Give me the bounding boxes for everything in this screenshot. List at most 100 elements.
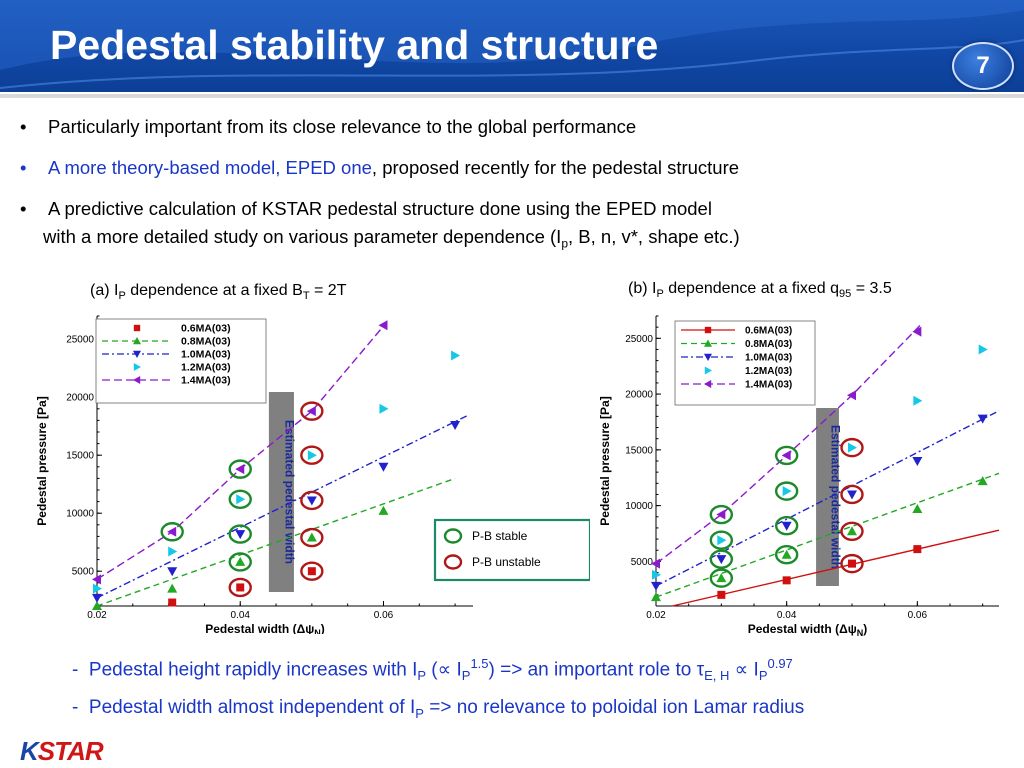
- observation-1: - Pedestal height rapidly increases with…: [72, 656, 793, 683]
- chart-a-data-point: [306, 406, 316, 417]
- chart-b-data-point: [782, 576, 791, 585]
- chart-a-data-point: [92, 574, 101, 585]
- chart-a-pb-unstable-circle: [300, 401, 324, 421]
- chart-b: Estimated pedestal width 0.02 0.04 0.06 5000…: [598, 315, 1000, 638]
- bullet-3-line-2: with a more detailed study on various pa…: [43, 226, 740, 251]
- chart-a-pb-stable-circle: [228, 552, 252, 572]
- chart-a-data-point: [306, 496, 317, 506]
- chart-b-data-point: [716, 509, 726, 520]
- chart-b-data-point: [651, 581, 661, 591]
- chart-b-data-point: [652, 569, 661, 580]
- obs-1-sub4: P: [758, 668, 768, 684]
- chart-b-y-tick-label: 5000: [631, 557, 654, 568]
- bullet-1-text: Particularly important from its close re…: [48, 116, 637, 137]
- chart-a-data-point: [450, 421, 461, 431]
- chart-a-data-point: [235, 556, 246, 566]
- chart-b-data-point: [848, 442, 857, 453]
- chart-a-pb-unstable-circle: [300, 561, 324, 581]
- chart-a-data-point: [168, 546, 178, 557]
- caption-b-pre: (b) I: [628, 280, 657, 297]
- chart-a-data-point: [378, 505, 389, 515]
- logo-k: K: [20, 736, 39, 766]
- obs-2-sub: P: [415, 705, 424, 721]
- chart-a-x-tick-label: 0.02: [87, 610, 107, 621]
- chart-b-legend-label: 0.6MA(03): [745, 326, 792, 337]
- chart-b-legend-label: 1.4MA(03): [745, 380, 792, 391]
- chart-b-data-point: [912, 457, 923, 466]
- pb-legend-stable-circle: [443, 528, 463, 544]
- obs-1-text-d: ∝ I: [729, 659, 759, 681]
- bullet-3-line-2-text: with a more detailed study on various pa…: [43, 226, 562, 247]
- chart-b-data-point: [717, 535, 727, 546]
- obs-1-sub3: E, H: [704, 668, 730, 684]
- chart-a-y-tick-label: 20000: [66, 393, 94, 404]
- chart-a-pb-unstable-circle: [300, 527, 324, 548]
- chart-b-data-point: [913, 395, 923, 406]
- chart-b-legend-label: 1.0MA(03): [745, 353, 792, 364]
- chart-a-y-tick-label: 15000: [66, 451, 94, 462]
- obs-1-text-b: (∝ I: [426, 659, 462, 681]
- chart-a-legend-marker: [133, 376, 141, 384]
- chart-b-pb-unstable-circle: [840, 553, 864, 574]
- chart-b-data-point: [847, 526, 857, 536]
- chart-a-legend-marker: [133, 363, 141, 371]
- chart-b-legend-marker: [704, 326, 712, 334]
- chart-b-estimated-width-box: [816, 408, 839, 586]
- chart-a-data-point: [93, 583, 102, 594]
- page-number-badge: 7: [952, 42, 1014, 90]
- chart-b-data-point: [717, 590, 726, 599]
- chart-b-data-point: [847, 490, 857, 500]
- chart-a-legend-marker: [133, 324, 141, 332]
- pb-legend-unstable-label: P-B unstable: [472, 555, 541, 569]
- chart-a-data-point: [167, 567, 178, 577]
- chart-b-data-point: [847, 390, 856, 401]
- chart-a-data-point: [378, 462, 389, 472]
- obs-1-sup2: 0.97: [767, 656, 793, 671]
- chart-b-pb-unstable-circle: [840, 484, 864, 505]
- chart-a-pb-stable-circle: [228, 524, 252, 544]
- bullet-2-text: , proposed recently for the pedestal str…: [371, 157, 740, 178]
- chart-a-data-point: [167, 526, 177, 537]
- chart-b-pb-stable-circle: [774, 544, 799, 565]
- chart-a-fit-line-10ma03: [96, 413, 470, 599]
- chart-b-y-tick-label: 20000: [625, 390, 653, 401]
- bullet-3-text: A predictive calculation of KSTAR pedest…: [48, 198, 712, 219]
- chart-b-pb-stable-circle: [709, 568, 734, 588]
- chart-b-fit-line-08ma03: [655, 472, 1000, 598]
- chart-b-data-point: [978, 344, 988, 355]
- chart-a-legend-label: 1.0MA(03): [181, 349, 231, 361]
- bullet-3: • A predictive calculation of KSTAR pedes…: [20, 198, 712, 220]
- chart-b-fit-line-10ma03: [655, 410, 1000, 587]
- chart-b-legend-box: [674, 320, 816, 406]
- caption-b-mid: dependence at a fixed q: [663, 280, 840, 297]
- caption-a-sub1: P: [118, 290, 126, 303]
- chart-a-legend-marker: [133, 337, 141, 345]
- chart-b-data-point: [913, 545, 922, 554]
- chart-a-data-point: [379, 403, 389, 414]
- chart-a-data-point: [167, 583, 178, 593]
- chart-a-pb-unstable-circle: [300, 490, 324, 511]
- chart-a-legend-label: 0.6MA(03): [181, 323, 231, 335]
- chart-a-x-tick-label: 0.06: [374, 610, 394, 621]
- chart-b-legend-marker: [704, 380, 712, 388]
- chart-a-pb-unstable-circle: [300, 445, 324, 465]
- bullet-3-line-2-end: , B, n, v*, shape etc.): [568, 226, 740, 247]
- chart-b-pb-unstable-circle: [840, 521, 864, 541]
- chart-b-data-point: [977, 414, 988, 424]
- chart-b-caption: (b) IP dependence at a fixed q95 = 3.5: [628, 280, 892, 300]
- chart-b-data-point: [716, 555, 727, 565]
- chart-a-y-tick-label: 10000: [66, 509, 94, 520]
- chart-a-data-point: [168, 598, 177, 607]
- chart-b-legend-marker: [704, 339, 712, 347]
- chart-b-data-point: [782, 486, 792, 497]
- chart-b-data-point: [781, 450, 791, 461]
- caption-b-sub2: 95: [839, 288, 852, 301]
- chart-b-x-tick-label: 0.04: [777, 610, 797, 621]
- obs-2-marker: -: [72, 697, 79, 718]
- chart-b-data-point: [716, 573, 727, 583]
- chart-a-data-point: [306, 532, 317, 542]
- chart-b-data-point: [912, 326, 922, 337]
- chart-b-y-tick-label: 10000: [625, 501, 653, 512]
- bullet-marker: •: [20, 198, 27, 219]
- obs-1-marker: -: [72, 659, 79, 681]
